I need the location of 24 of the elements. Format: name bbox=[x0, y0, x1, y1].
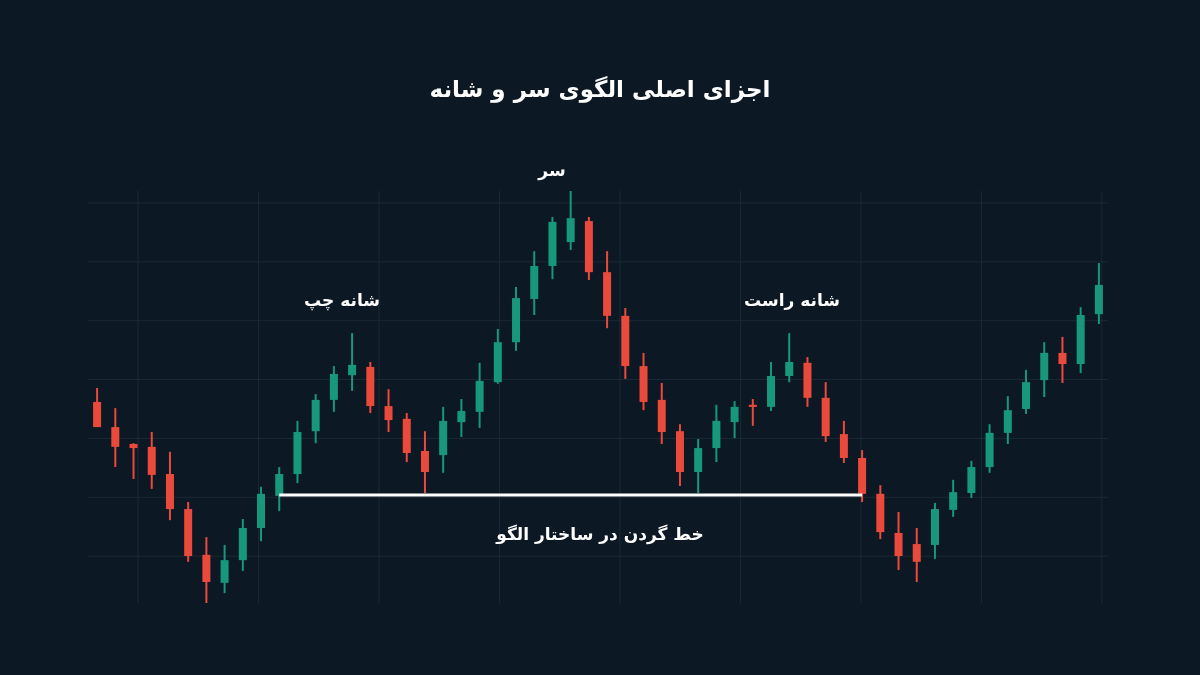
candlestick bbox=[566, 191, 575, 251]
text: سر bbox=[536, 159, 567, 182]
candlestick bbox=[220, 543, 229, 595]
candlestick bbox=[730, 400, 739, 440]
candlestick bbox=[1003, 395, 1012, 445]
candlestick bbox=[912, 527, 921, 583]
candlestick bbox=[1058, 335, 1067, 384]
candlestick bbox=[129, 442, 138, 480]
candlestick bbox=[420, 430, 429, 494]
candlestick bbox=[748, 398, 757, 427]
chart-title: اجزای اصلی الگوی سر و شانه bbox=[428, 76, 772, 102]
candlestick bbox=[785, 332, 794, 384]
candlestick bbox=[949, 478, 958, 518]
annotation: شانه راست bbox=[742, 289, 841, 312]
candlestick bbox=[384, 388, 393, 434]
candlestick bbox=[275, 466, 284, 513]
annotation: شانه چپ bbox=[303, 289, 381, 312]
candlestick bbox=[894, 510, 903, 572]
annotation: خط گردن در ساختار الگو bbox=[494, 523, 705, 546]
candlestick bbox=[839, 419, 848, 464]
candlestick bbox=[348, 332, 357, 392]
candlestick bbox=[111, 407, 120, 469]
candlestick bbox=[457, 398, 466, 438]
candlestick bbox=[694, 438, 703, 494]
